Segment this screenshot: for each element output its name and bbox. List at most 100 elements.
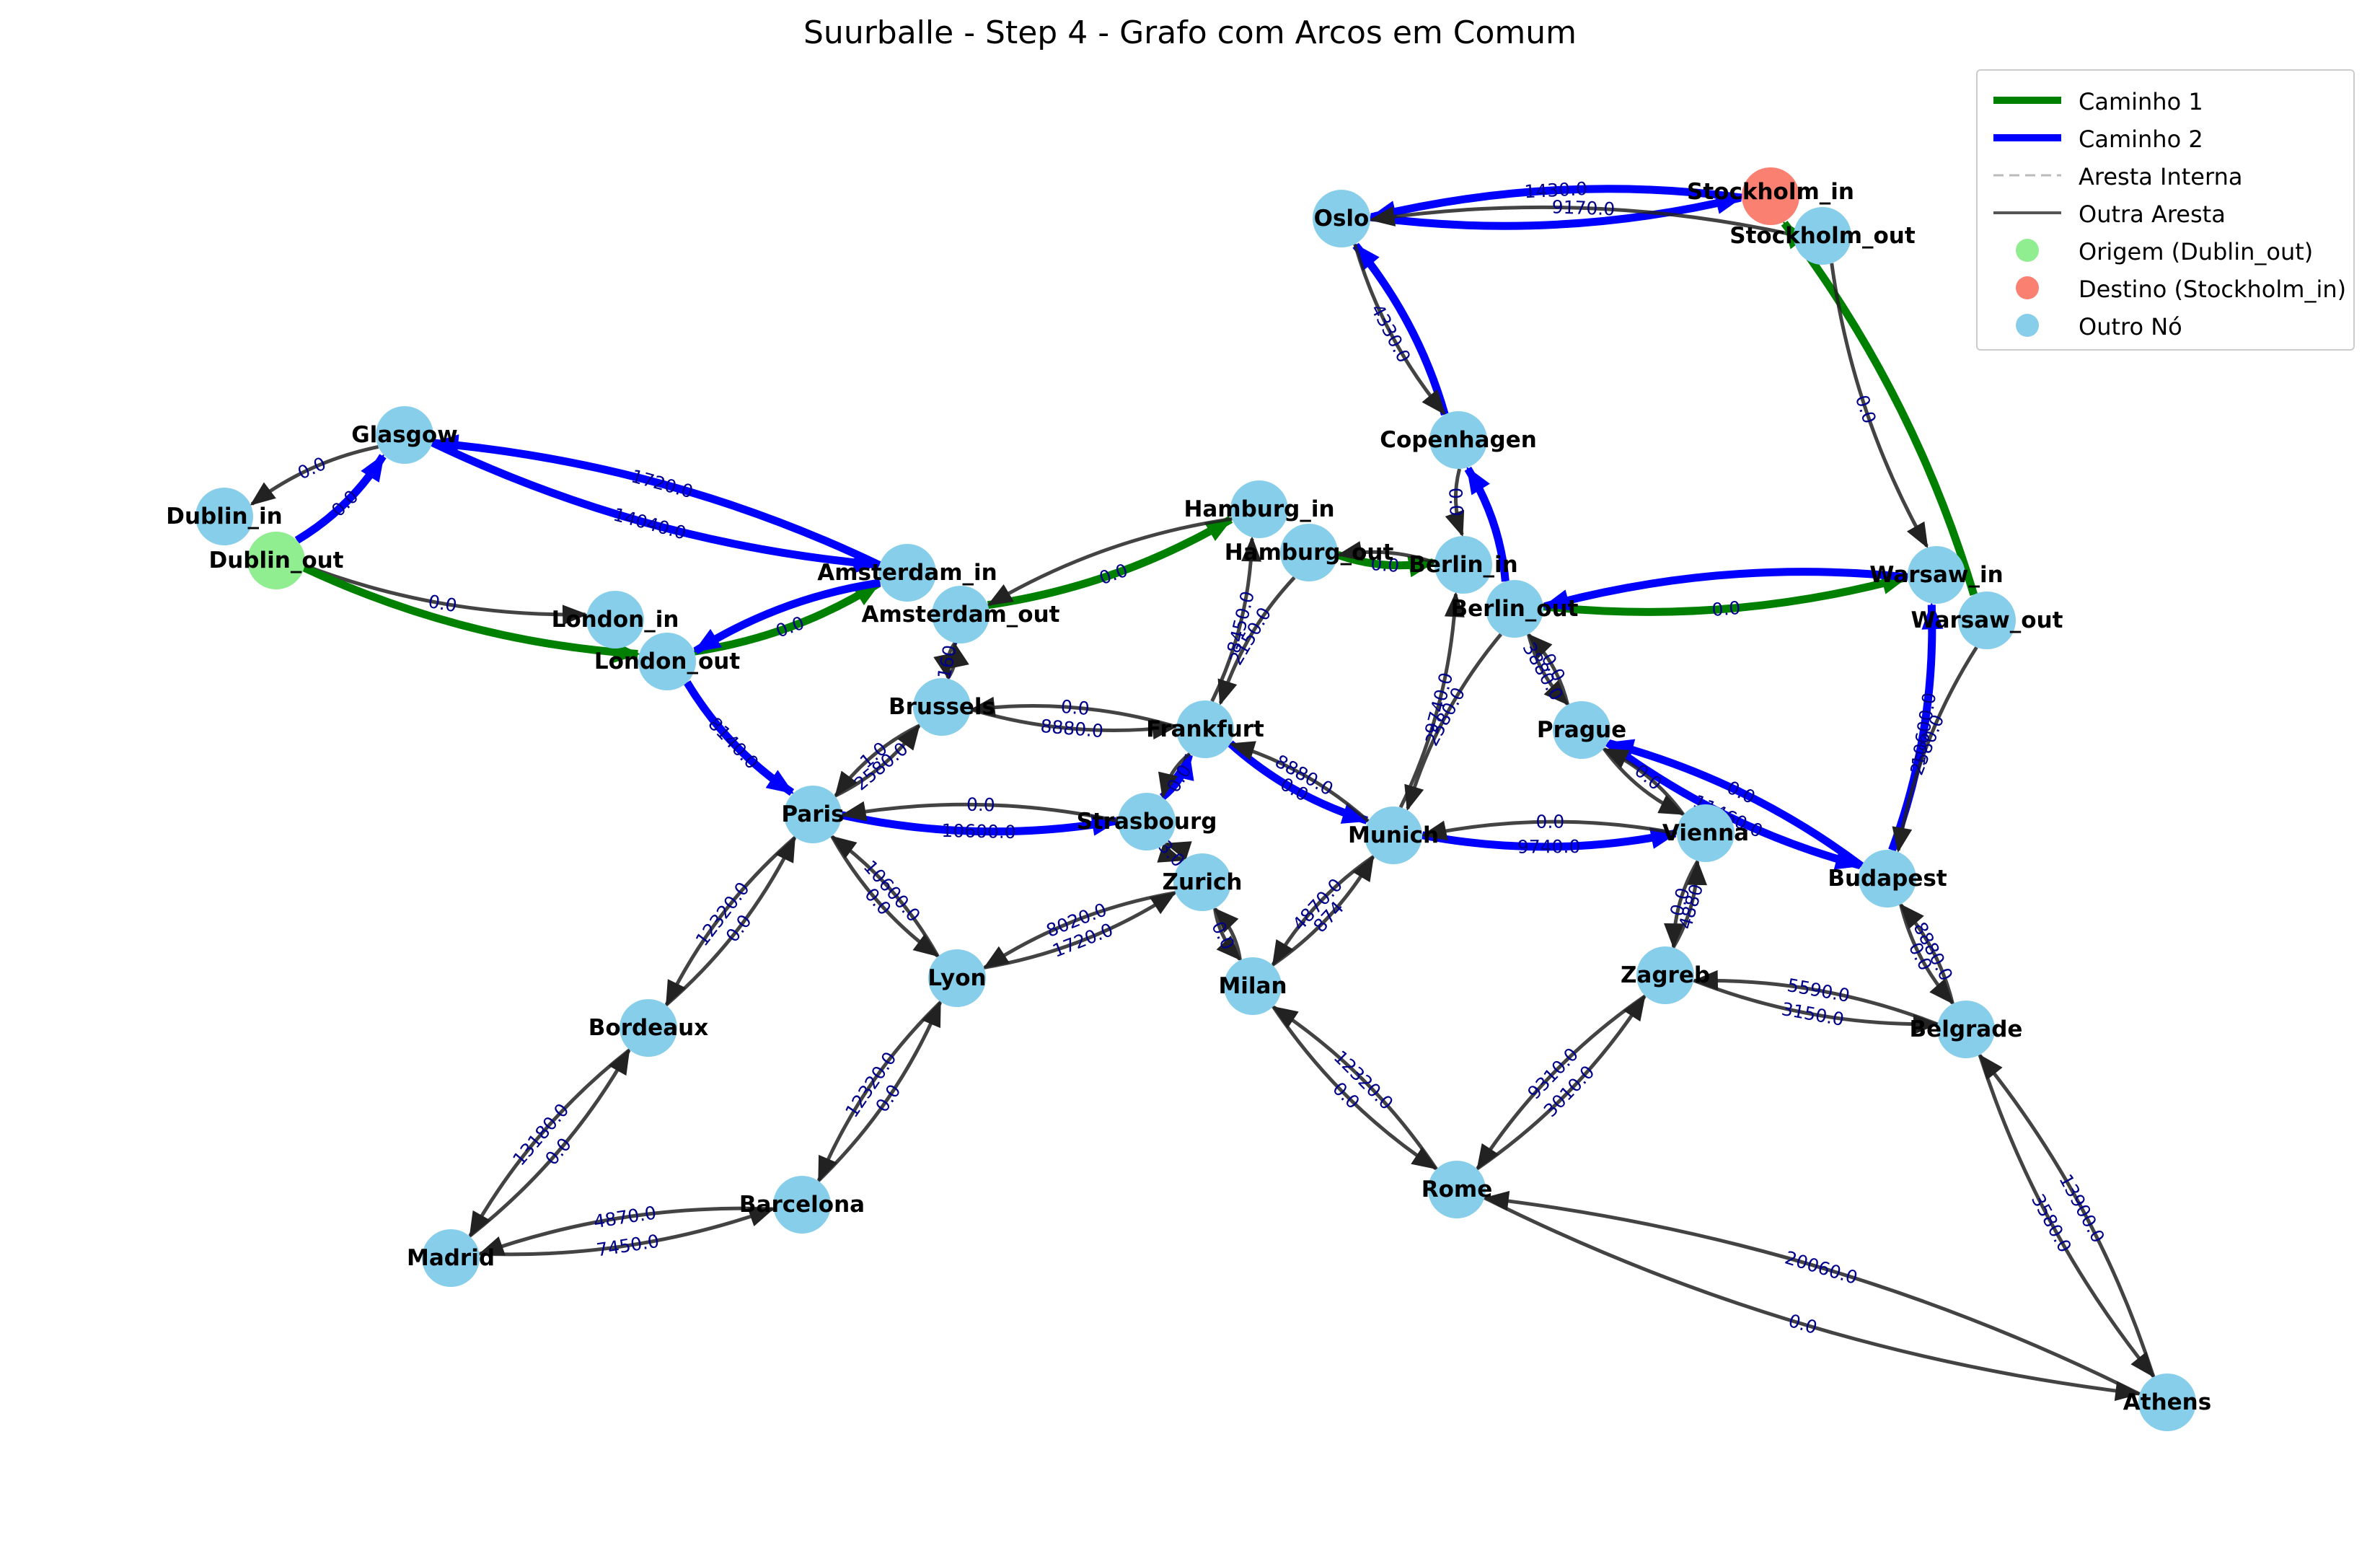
- legend-item: Destino (Stockholm_in): [1978, 270, 2353, 306]
- node-paris: Paris: [781, 786, 845, 843]
- legend-item: Caminho 1: [1978, 82, 2353, 118]
- legend-symbol: [1993, 211, 2061, 214]
- edge-zurich-to-lyon: [983, 891, 1176, 969]
- edge-label-stockholm-in-to-oslo: 1430.0: [1524, 178, 1588, 203]
- node-circle-paris: [784, 786, 842, 843]
- edge-lyon-to-zurich: [983, 892, 1176, 970]
- edge-barcelona-to-madrid: [478, 1206, 774, 1256]
- node-circle-belgrade: [1937, 1001, 1995, 1058]
- node-label-london-out: London_out: [594, 649, 741, 674]
- edge-label-stockholm-out-to-warsaw-in: 0.0: [1851, 392, 1880, 426]
- edge-glasgow-to-amsterdam-in: [431, 439, 881, 573]
- node-zagreb: Zagreb: [1621, 946, 1710, 1004]
- edge-label-rome-to-athens: 0.0: [1786, 1310, 1820, 1338]
- node-brussels: Brussels: [889, 678, 995, 736]
- edge-oslo-to-stockholm-in: [1370, 193, 1743, 230]
- edge-label-berlin-out-to-warsaw-in: 0.0: [1711, 597, 1741, 620]
- edge-frankfurt-to-brussels: [969, 696, 1177, 729]
- node-circle-prague: [1553, 701, 1610, 759]
- edge-berlin-out-to-copenhagen: [1464, 466, 1509, 582]
- edge-label-athens-to-rome: 20060.0: [1783, 1247, 1860, 1288]
- node-circle-milan: [1224, 957, 1282, 1015]
- node-label-stockholm-out: Stockholm_out: [1729, 223, 1916, 249]
- legend-item: Origem (Dublin_out): [1978, 232, 2353, 268]
- edge-label-oslo-to-copenhagen: 4330.0: [1367, 301, 1414, 366]
- node-oslo: Oslo: [1313, 190, 1370, 247]
- edge-rome-to-athens: [1484, 1196, 2141, 1402]
- node-label-stockholm-in: Stockholm_in: [1687, 179, 1854, 205]
- node-belgrade: Belgrade: [1910, 1001, 2023, 1058]
- edge-label-munich-to-vienna: 9740.0: [1517, 836, 1581, 858]
- node-label-berlin-in: Berlin_in: [1409, 552, 1517, 578]
- legend-label: Aresta Interna: [2079, 163, 2243, 190]
- edge-belgrade-to-zagreb: [1692, 970, 1939, 1027]
- edge-label-layer: 1430.09170.00.04330.00.00.00.00.01720.01…: [294, 178, 2109, 1338]
- legend-item: Caminho 2: [1978, 120, 2353, 156]
- edge-amsterdam-in-to-london-out: [693, 579, 881, 655]
- node-hamburg-out: Hamburg_out: [1225, 524, 1394, 581]
- edge-athens-to-belgrade: [1978, 1054, 2156, 1378]
- edge-berlin-out-to-munich: [1404, 633, 1503, 812]
- edge-brussels-to-paris: [834, 724, 921, 797]
- legend-item: Outra Aresta: [1978, 195, 2353, 231]
- edge-vienna-to-munich: [1421, 819, 1678, 841]
- edge-label-copenhagen-to-berlin-in: 0.0: [1445, 487, 1467, 516]
- node-milan: Milan: [1218, 957, 1287, 1015]
- node-munich: Munich: [1348, 806, 1439, 864]
- edge-belgrade-to-athens: [1978, 1054, 2155, 1378]
- node-label-paris: Paris: [781, 801, 844, 827]
- edge-amsterdam-out-to-hamburg-in: [987, 516, 1233, 610]
- node-berlin-in: Berlin_in: [1409, 536, 1518, 594]
- edge-budapest-to-prague: [1606, 739, 1864, 869]
- edge-label-dublin-out-to-london-in: 0.0: [427, 591, 459, 616]
- edge-label-brussels-to-frankfurt: 8880.0: [1039, 716, 1104, 742]
- node-label-warsaw-out: Warsaw_out: [1911, 607, 2063, 633]
- node-layer: Oslo Stockholm_in Stockholm_out Copenhagen G…: [166, 167, 2211, 1431]
- edge-munich-to-vienna: [1421, 827, 1678, 851]
- node-label-glasgow: Glasgow: [351, 422, 458, 448]
- node-label-brussels: Brussels: [889, 694, 995, 720]
- edge-paris-to-strasbourg: [840, 811, 1119, 836]
- node-athens: Athens: [2123, 1373, 2211, 1431]
- edge-label-madrid-to-barcelona: 7450.0: [595, 1231, 661, 1261]
- edge-label-budapest-to-prague: 0.0: [1724, 777, 1758, 808]
- node-label-amsterdam-in: Amsterdam_in: [817, 560, 997, 586]
- node-circle-hamburg-out: [1280, 524, 1338, 581]
- node-circle-berlin-in: [1434, 536, 1492, 594]
- node-london-in: London_in: [552, 591, 679, 649]
- node-label-hamburg-out: Hamburg_out: [1225, 540, 1394, 566]
- edge-label-barcelona-to-madrid: 4870.0: [592, 1202, 658, 1232]
- edge-label-london-out-to-amsterdam-in: 0.0: [773, 612, 807, 642]
- edge-rome-to-zagreb: [1476, 995, 1646, 1171]
- node-stockholm-in: Stockholm_in: [1687, 167, 1854, 225]
- legend-label: Origem (Dublin_out): [2079, 238, 2314, 265]
- node-dublin-out: Dublin_out: [209, 532, 344, 589]
- edge-vienna-to-prague: [1603, 747, 1685, 816]
- edge-label-paris-to-strasbourg: 10600.0: [941, 820, 1016, 843]
- node-circle-athens: [2138, 1373, 2196, 1431]
- edge-copenhagen-to-berlin-in: [1445, 468, 1465, 537]
- node-circle-vienna: [1677, 804, 1735, 862]
- legend-item: Outro Nó: [1978, 307, 2353, 343]
- edge-lyon-to-paris: [830, 835, 940, 958]
- edge-lyon-to-barcelona: [817, 1001, 943, 1182]
- edge-milan-to-munich: [1271, 855, 1375, 967]
- edge-berlin-out-to-warsaw-in: [1543, 573, 1909, 616]
- node-circle-zagreb: [1636, 946, 1694, 1004]
- node-circle-glasgow: [376, 406, 433, 464]
- node-circle-amsterdam-in: [878, 544, 936, 602]
- legend-label: Caminho 2: [2079, 126, 2203, 153]
- node-label-prague: Prague: [1537, 717, 1626, 743]
- edge-dublin-out-to-london-out: [302, 564, 641, 664]
- node-label-belgrade: Belgrade: [1910, 1016, 2023, 1042]
- edge-munich-to-berlin-in: [1398, 592, 1465, 809]
- edge-bordeaux-to-paris: [664, 836, 796, 1007]
- node-label-strasbourg: Strasbourg: [1077, 809, 1217, 835]
- edge-strasbourg-to-paris: [840, 801, 1119, 823]
- edge-dublin-out-to-glasgow: [294, 454, 387, 544]
- node-circle-frankfurt: [1176, 700, 1234, 758]
- edge-glasgow-to-dublin-in: [250, 445, 379, 506]
- node-label-frankfurt: Frankfurt: [1146, 716, 1264, 742]
- legend-symbol: [2016, 314, 2039, 337]
- node-amsterdam-out: Amsterdam_out: [862, 586, 1060, 643]
